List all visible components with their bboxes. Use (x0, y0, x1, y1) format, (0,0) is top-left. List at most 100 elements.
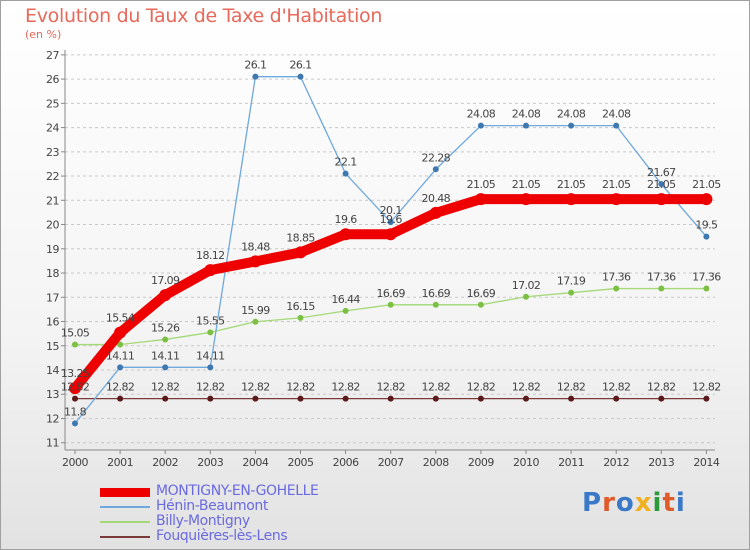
y-tick-label: 17 (46, 291, 59, 304)
data-label: 12.82 (422, 381, 451, 394)
data-point (207, 395, 214, 402)
y-tick-label: 16 (46, 316, 59, 329)
data-label: 20.48 (422, 192, 451, 205)
data-point (387, 301, 394, 308)
line-chart: 11 12 13 14 15 16 17 18 19 20 21 22 23 24 25 26 27 2000 20… (46, 49, 722, 469)
data-label: 11.8 (64, 405, 87, 418)
legend-swatch (100, 487, 150, 497)
data-point (658, 285, 665, 292)
data-label: 15.26 (151, 321, 180, 334)
x-tick-label: 2007 (378, 456, 404, 469)
data-point (568, 122, 575, 129)
data-point (252, 73, 259, 80)
data-point (613, 395, 620, 402)
data-label: 19.6 (380, 213, 403, 226)
data-label: 15.99 (241, 304, 270, 317)
data-point (387, 219, 394, 226)
data-label: 12.82 (647, 381, 676, 394)
data-label: 12.82 (61, 381, 90, 394)
data-label: 18.85 (286, 231, 315, 244)
data-point (342, 395, 349, 402)
logo-letter: P (582, 488, 603, 518)
data-label: 15.55 (196, 314, 225, 327)
data-label: 12.82 (151, 381, 180, 394)
legend-swatch (100, 536, 150, 538)
data-point (613, 122, 620, 129)
logo-letter: x (634, 488, 653, 518)
data-label: 14.11 (106, 349, 135, 362)
y-tick-label: 11 (46, 437, 59, 450)
data-label: 16.44 (331, 293, 360, 306)
data-label: 12.82 (692, 381, 721, 394)
logo-letter: i (675, 488, 686, 518)
x-tick-label: 2008 (423, 456, 449, 469)
data-label: 12.82 (241, 381, 270, 394)
x-tick-label: 2013 (648, 456, 674, 469)
data-point (162, 395, 169, 402)
data-point (252, 395, 259, 402)
legend-label: Fouquières-lès-Lens (156, 528, 288, 544)
data-point (69, 382, 81, 395)
data-point (477, 122, 484, 129)
data-point (523, 293, 529, 300)
x-tick-label: 2009 (468, 456, 494, 469)
x-tick-label: 2005 (288, 456, 314, 469)
series-line (74, 76, 708, 424)
data-label: 18.12 (196, 249, 225, 262)
y-tick-label: 15 (46, 340, 59, 353)
data-label: 17.19 (557, 275, 586, 288)
data-point (655, 193, 668, 206)
data-point (207, 329, 214, 336)
data-label: 12.82 (331, 381, 360, 394)
legend-label: MONTIGNY-EN-GOHELLE (156, 483, 319, 499)
data-label: 16.69 (467, 287, 496, 300)
data-point (207, 364, 214, 371)
data-label: 17.36 (602, 271, 631, 284)
data-label: 26.1 (289, 59, 311, 72)
data-label: 17.36 (692, 271, 721, 284)
data-point (339, 228, 352, 241)
y-tick-label: 12 (46, 412, 59, 425)
data-point (432, 166, 439, 173)
data-label: 24.08 (512, 108, 541, 121)
x-tick-label: 2014 (693, 456, 719, 469)
data-label: 15.05 (61, 327, 90, 340)
data-point (162, 336, 169, 343)
data-point (477, 395, 484, 402)
data-label: 12.82 (376, 381, 405, 394)
data-point (568, 289, 575, 296)
data-label: 20.1 (380, 204, 402, 217)
data-point (613, 285, 620, 292)
x-tick-label: 2003 (197, 456, 223, 469)
data-label: 12.82 (512, 381, 541, 394)
data-label: 17.36 (647, 271, 676, 284)
logo-letter: t (662, 488, 676, 518)
data-label: 18.48 (241, 240, 270, 253)
data-point (72, 420, 78, 427)
data-label: 21.05 (512, 178, 541, 191)
data-point (432, 395, 439, 402)
data-point (117, 341, 124, 348)
data-label: 16.69 (422, 287, 451, 300)
y-tick-label: 26 (46, 73, 59, 86)
data-point (703, 395, 710, 402)
y-tick-label: 13 (46, 388, 59, 401)
data-label: 21.67 (647, 166, 676, 179)
proxiti-logo: Proxiti (582, 488, 686, 518)
data-point (658, 395, 665, 402)
data-point (252, 318, 259, 325)
data-point (477, 301, 484, 308)
chart-title: Evolution du Taux de Taxe d'Habitation (25, 5, 383, 27)
data-label: 21.05 (557, 178, 586, 191)
x-tick-label: 2001 (107, 456, 133, 469)
y-tick-label: 27 (46, 49, 59, 62)
data-point (565, 193, 578, 206)
y-tick-label: 22 (46, 170, 59, 183)
data-point (703, 285, 710, 292)
y-tick-label: 23 (46, 146, 59, 159)
data-label: 14.11 (151, 349, 180, 362)
data-point (297, 73, 304, 80)
data-label: 12.82 (557, 381, 586, 394)
data-point (568, 395, 575, 402)
